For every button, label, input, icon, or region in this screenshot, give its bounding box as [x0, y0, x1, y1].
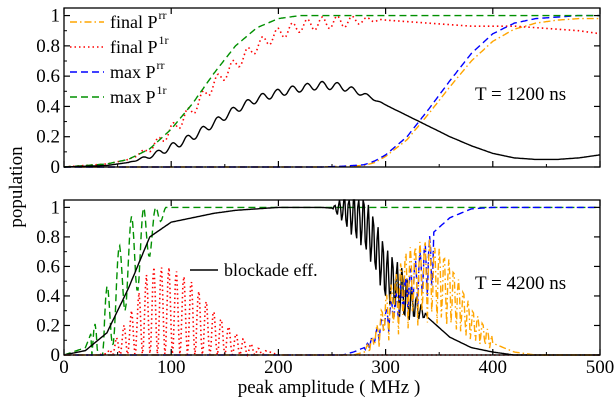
y-tick-label: 0.8: [36, 36, 60, 57]
x-tick-label: 200: [264, 357, 293, 378]
y-tick-label: 1: [51, 6, 61, 27]
x-tick-label: 500: [586, 357, 615, 378]
y-tick-label: 0.6: [36, 66, 60, 87]
legend-label: max Prr: [110, 58, 165, 82]
temperature-annotation: T = 1200 ns: [475, 84, 566, 105]
x-tick-label: 400: [479, 357, 508, 378]
x-axis-label: peak amplitude ( MHz ): [238, 377, 421, 398]
y-tick-label: 0.8: [36, 227, 60, 248]
series-line-4: [63, 14, 600, 168]
y-tick-label: 0.2: [36, 127, 60, 148]
legend-label: final P1r: [110, 33, 169, 57]
x-tick-label: 300: [371, 357, 400, 378]
y-tick-label: 1: [51, 197, 61, 218]
legend-label: final Prr: [110, 8, 167, 32]
temperature-annotation: T = 4200 ns: [475, 273, 566, 294]
x-tick-label: 100: [157, 357, 186, 378]
legend-label: max P1r: [110, 83, 167, 107]
y-tick-label: 0.2: [36, 315, 60, 336]
y-tick-label: 0.6: [36, 256, 60, 277]
y-tick-label: 0.4: [36, 286, 60, 307]
y-tick-label: 0: [51, 345, 61, 366]
series-line-5: [64, 80, 601, 168]
y-axis-label: population: [6, 146, 27, 228]
x-tick-label: 0: [59, 357, 69, 378]
y-tick-label: 0: [51, 157, 61, 178]
top-panel: 0 0.2 0.4 0.6 0.8 1 T = 1200 ns final Prrfinal …: [36, 6, 601, 178]
series-line-2: [63, 15, 601, 168]
bottom-panel: 0 100 200 300 400 500 0 0.2 0.4 0.6 0.8 1 T = 4200 n…: [36, 197, 614, 378]
y-tick-label: 0.4: [36, 96, 60, 117]
legend-label: blockade eff.: [224, 260, 318, 280]
series-line-2: [64, 267, 600, 358]
